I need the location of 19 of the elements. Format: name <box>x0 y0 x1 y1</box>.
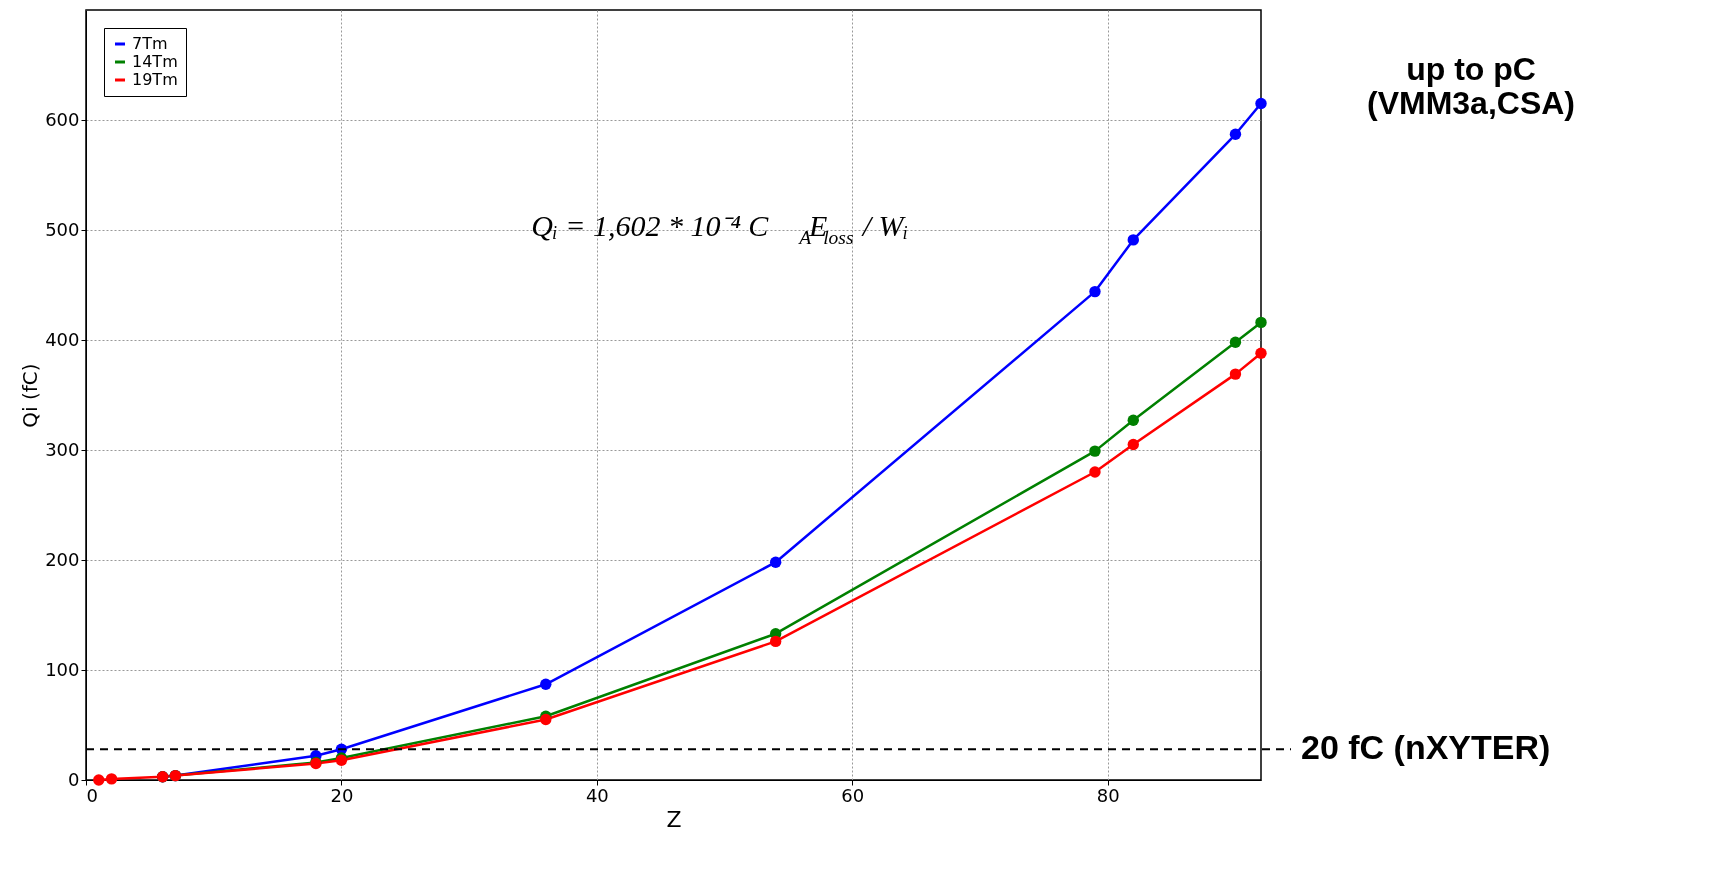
y-tick-label: 400 <box>45 328 80 350</box>
legend-label: 7Tm <box>132 34 168 53</box>
y-tick-label: 0 <box>68 768 80 790</box>
y-tick-label: 500 <box>45 218 80 240</box>
x-axis-title: Z <box>666 806 682 832</box>
y-tick-label: 600 <box>45 108 80 130</box>
legend-label: 19Tm <box>132 70 178 89</box>
ref-line-label: 20 fC (nXYTER) <box>1301 728 1551 767</box>
y-tick-label: 200 <box>45 548 80 570</box>
x-tick-label: 0 <box>86 784 98 806</box>
legend-label: 14Tm <box>132 52 178 71</box>
x-tick-label: 20 <box>330 784 354 806</box>
x-tick-label: 40 <box>585 784 609 806</box>
y-axis-title: Qi (fC) <box>18 363 43 428</box>
y-tick-label: 300 <box>45 438 80 460</box>
x-tick-label: 80 <box>1096 784 1120 806</box>
x-tick-label: 60 <box>841 784 865 806</box>
text: up to pC (VMM3a,CSA) <box>1366 51 1576 121</box>
y-tick-label: 100 <box>45 658 80 680</box>
